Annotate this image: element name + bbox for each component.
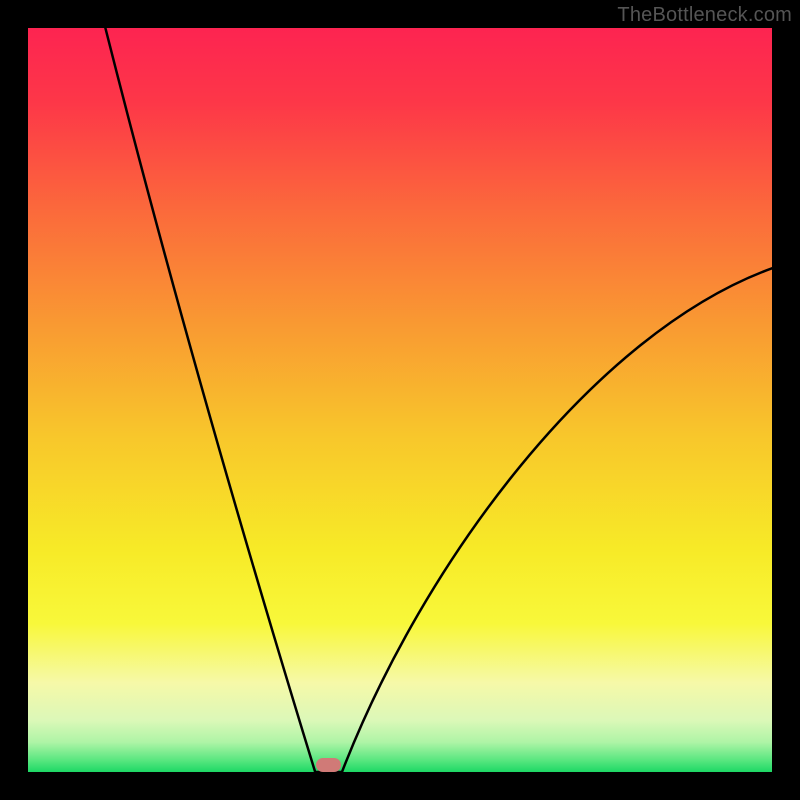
curve-path bbox=[105, 28, 772, 772]
watermark-text: TheBottleneck.com bbox=[617, 4, 792, 27]
optimal-point-marker bbox=[316, 758, 341, 773]
chart-plot-area bbox=[28, 28, 772, 772]
bottleneck-curve bbox=[28, 28, 772, 772]
